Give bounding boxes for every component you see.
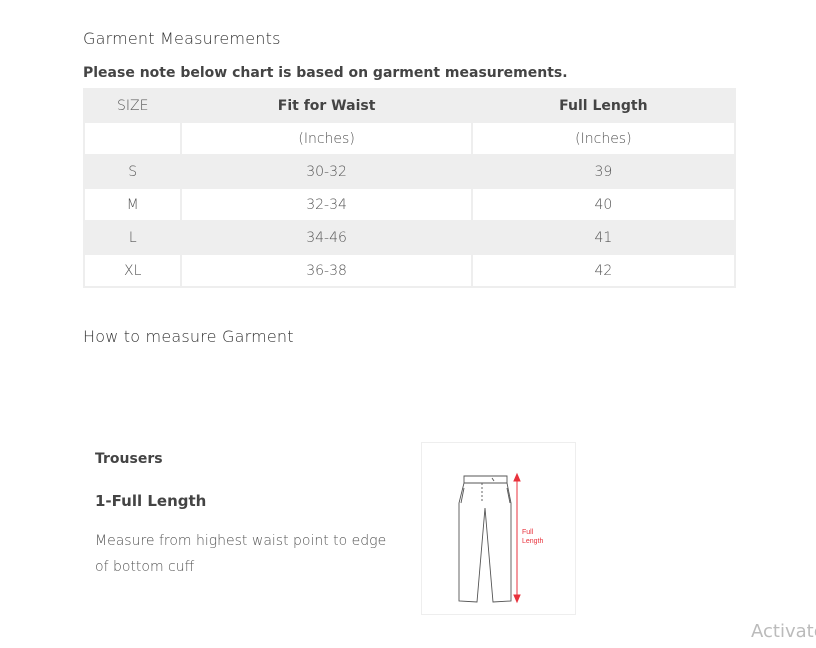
table-row: S 30-32 39 [82, 154, 737, 189]
size-chart-table: SIZE Fit for Waist Full Length (Inches) … [82, 88, 737, 288]
size-cell: S [82, 154, 183, 189]
table-units-row: (Inches) (Inches) [82, 121, 737, 156]
size-cell: XL [82, 253, 183, 288]
length-cell: 39 [470, 154, 737, 189]
header-size: SIZE [82, 88, 183, 123]
page-title: Garment Measurements [83, 29, 281, 48]
waist-cell: 32-34 [180, 187, 473, 222]
unit-cell: (Inches) [470, 121, 737, 156]
waist-cell: 34-46 [180, 220, 473, 255]
size-cell: L [82, 220, 183, 255]
full-label: Full [522, 529, 534, 536]
table-header-row: SIZE Fit for Waist Full Length [82, 88, 737, 123]
table-row: M 32-34 40 [82, 187, 737, 222]
measure-description: Measure from highest waist point to edge… [95, 533, 387, 575]
size-cell: M [82, 187, 183, 222]
how-to-measure-title: How to measure Garment [83, 327, 294, 346]
activate-watermark: Activate [751, 621, 816, 642]
trousers-measure-image: Full Length [421, 442, 576, 615]
waist-cell: 36-38 [180, 253, 473, 288]
header-length: Full Length [470, 88, 737, 123]
length-cell: 40 [470, 187, 737, 222]
table-row: L 34-46 41 [82, 220, 737, 255]
waist-cell: 30-32 [180, 154, 473, 189]
trousers-icon: Full Length [458, 472, 544, 604]
length-cell: 41 [470, 220, 737, 255]
unit-cell [82, 121, 183, 156]
length-cell: 42 [470, 253, 737, 288]
length-label: Length [522, 538, 544, 545]
garment-type: Trousers [95, 451, 163, 467]
header-waist: Fit for Waist [180, 88, 473, 123]
unit-cell: (Inches) [180, 121, 473, 156]
chart-note: Please note below chart is based on garm… [83, 65, 568, 81]
table-row: XL 36-38 42 [82, 253, 737, 288]
measure-step: 1-Full Length [95, 492, 207, 510]
